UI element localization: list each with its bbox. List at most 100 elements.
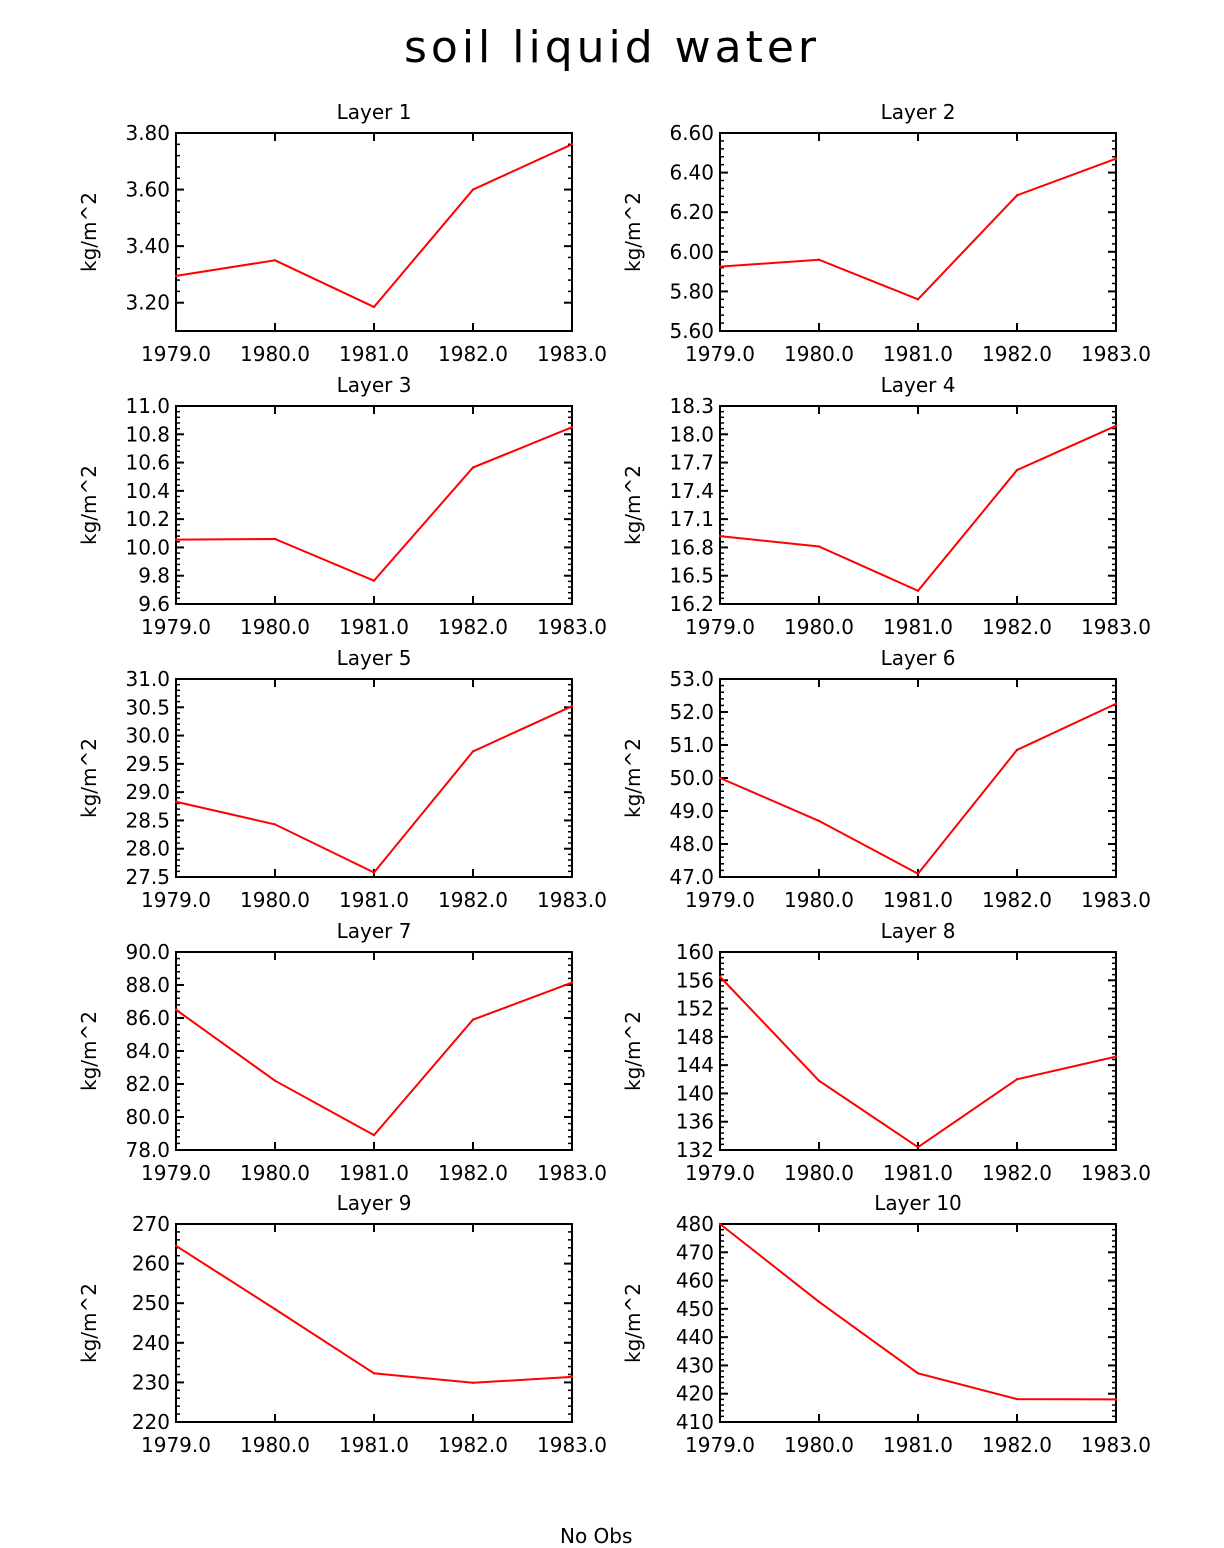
layer-1-point bbox=[372, 305, 376, 309]
layer-3-point bbox=[372, 579, 376, 582]
layer-9-ytick-label: 230 bbox=[132, 1370, 170, 1394]
layer-6-ytick-label: 48.0 bbox=[669, 832, 714, 856]
layer-7-point bbox=[570, 981, 574, 984]
layer-4-xtick-label: 1982.0 bbox=[982, 615, 1052, 639]
layer-8-point bbox=[817, 1079, 821, 1082]
page-title: soil liquid water bbox=[403, 22, 821, 73]
layer-4-ytick-label: 16.5 bbox=[669, 564, 714, 588]
layer-2-xtick-label: 1980.0 bbox=[784, 342, 854, 366]
layer-5-ytick-label: 28.0 bbox=[125, 837, 170, 861]
layer-7-point bbox=[273, 1079, 277, 1082]
layer-9-xtick-label: 1979.0 bbox=[141, 1433, 211, 1457]
layer-1-xtick-label: 1982.0 bbox=[438, 342, 508, 366]
layer-7-xtick-label: 1981.0 bbox=[339, 1161, 409, 1185]
layer-9-point bbox=[273, 1307, 277, 1311]
layer-10-xtick-label: 1981.0 bbox=[883, 1433, 953, 1457]
layer-6-ylabel: kg/m^2 bbox=[621, 738, 645, 818]
layer-5-ytick-label: 29.0 bbox=[125, 780, 170, 804]
layer-10-point bbox=[1114, 1398, 1118, 1401]
layer-8-ytick-label: 132 bbox=[676, 1138, 714, 1162]
layer-4-chart: Layer 4 kg/m^2 16.2 16.5 16.8 17.1 17.4 17.7 18.… bbox=[621, 373, 1151, 639]
layer-5-xtick-label: 1979.0 bbox=[141, 888, 211, 912]
layer-6-xtick-label: 1981.0 bbox=[883, 888, 953, 912]
layer-3-xtick-label: 1982.0 bbox=[438, 615, 508, 639]
layer-7-title: Layer 7 bbox=[337, 919, 412, 943]
layer-4-ytick-label: 18.3 bbox=[669, 394, 714, 418]
layer-3-ytick-label: 9.6 bbox=[138, 592, 170, 616]
layer-2-frame bbox=[719, 132, 1117, 332]
layer-6-ytick-label: 52.0 bbox=[669, 700, 714, 724]
layer-7-ytick-label: 82.0 bbox=[125, 1072, 170, 1096]
layer-3-ytick-label: 10.0 bbox=[125, 535, 170, 559]
layer-10-xtick-label: 1983.0 bbox=[1081, 1433, 1151, 1457]
layer-1-point bbox=[570, 143, 574, 146]
layer-4-xtick-label: 1980.0 bbox=[784, 615, 854, 639]
layer-2-point bbox=[916, 298, 920, 301]
layer-10-chart: Layer 10 kg/m^2 410 420 430 440 450 460 470 480 19… bbox=[621, 1191, 1151, 1457]
layer-10-ytick-label: 480 bbox=[676, 1212, 714, 1236]
layer-1-title: Layer 1 bbox=[337, 100, 412, 124]
layer-8-ytick-label: 140 bbox=[676, 1081, 714, 1105]
layer-5-point bbox=[372, 871, 376, 874]
layer-10-ylabel: kg/m^2 bbox=[621, 1283, 645, 1363]
layer-4-series-line bbox=[719, 424, 1117, 593]
layer-4-point bbox=[718, 534, 722, 538]
layer-9-series-line bbox=[175, 1244, 573, 1384]
layer-6-ytick-label: 53.0 bbox=[669, 667, 714, 691]
layer-8-xtick-label: 1980.0 bbox=[784, 1161, 854, 1185]
layer-6-xtick-label: 1980.0 bbox=[784, 888, 854, 912]
layer-10-title: Layer 10 bbox=[874, 1191, 962, 1215]
layer-3-title: Layer 3 bbox=[337, 373, 412, 397]
layer-1-ytick-label: 3.80 bbox=[125, 121, 170, 145]
layer-7-xtick-label: 1979.0 bbox=[141, 1161, 211, 1185]
layer-4-ytick-label: 17.7 bbox=[669, 451, 714, 475]
layer-3-chart: Layer 3 kg/m^2 9.6 9.8 10.0 10.2 10.4 10.6 10.8 1… bbox=[77, 373, 607, 639]
layer-6-title: Layer 6 bbox=[881, 646, 956, 670]
layer-3-ytick-label: 11.0 bbox=[125, 394, 170, 418]
layer-8-ytick-label: 148 bbox=[676, 1025, 714, 1049]
layer-3-ytick-label: 10.2 bbox=[125, 507, 170, 531]
layer-4-point bbox=[817, 545, 821, 548]
layer-6-ytick-label: 47.0 bbox=[669, 865, 714, 889]
layer-7-ytick-label: 86.0 bbox=[125, 1006, 170, 1030]
layer-5-xtick-label: 1983.0 bbox=[537, 888, 607, 912]
layer-5-point bbox=[174, 800, 178, 803]
layer-8-point bbox=[1114, 1055, 1118, 1058]
layer-4-xtick-label: 1981.0 bbox=[883, 615, 953, 639]
layer-6-ytick-label: 50.0 bbox=[669, 766, 714, 790]
layer-9-xtick-label: 1982.0 bbox=[438, 1433, 508, 1457]
layer-4-xtick-label: 1983.0 bbox=[1081, 615, 1151, 639]
layer-4-title: Layer 4 bbox=[881, 373, 956, 397]
layer-2-series-line bbox=[719, 157, 1117, 301]
layer-9-xtick-label: 1981.0 bbox=[339, 1433, 409, 1457]
layer-1-ytick-label: 3.20 bbox=[125, 291, 170, 315]
layer-1-ytick-label: 3.60 bbox=[125, 178, 170, 202]
layer-8-point bbox=[718, 975, 722, 978]
layer-3-point bbox=[273, 537, 277, 541]
layer-8-ylabel: kg/m^2 bbox=[621, 1011, 645, 1091]
layer-6-point bbox=[1114, 702, 1118, 705]
layer-10-ytick-label: 430 bbox=[676, 1353, 714, 1377]
layer-5-xtick-label: 1980.0 bbox=[240, 888, 310, 912]
layer-3-point bbox=[570, 426, 574, 429]
layer-7-ytick-label: 88.0 bbox=[125, 973, 170, 997]
layer-1-xtick-label: 1981.0 bbox=[339, 342, 409, 366]
layer-5-ytick-label: 30.5 bbox=[125, 695, 170, 719]
layer-10-ytick-label: 410 bbox=[676, 1410, 714, 1434]
layer-7-ytick-label: 84.0 bbox=[125, 1039, 170, 1063]
layer-8-xtick-label: 1982.0 bbox=[982, 1161, 1052, 1185]
layer-5-series-line bbox=[175, 705, 573, 874]
layer-9-title: Layer 9 bbox=[337, 1191, 412, 1215]
layer-5-ytick-label: 29.5 bbox=[125, 752, 170, 776]
layer-2-ytick-label: 6.40 bbox=[669, 161, 714, 185]
layer-7-xtick-label: 1983.0 bbox=[537, 1161, 607, 1185]
layer-10-xtick-label: 1979.0 bbox=[685, 1433, 755, 1457]
layer-8-xtick-label: 1981.0 bbox=[883, 1161, 953, 1185]
layer-9-chart: Layer 9 kg/m^2 220 230 240 250 260 270 1979.0 198… bbox=[77, 1191, 607, 1457]
layer-4-ytick-label: 18.0 bbox=[669, 422, 714, 446]
layer-9-point bbox=[372, 1372, 376, 1375]
layer-3-ytick-label: 9.8 bbox=[138, 564, 170, 588]
layer-1-point bbox=[471, 188, 475, 191]
layer-9-ytick-label: 270 bbox=[132, 1212, 170, 1236]
layer-10-xtick-label: 1980.0 bbox=[784, 1433, 854, 1457]
